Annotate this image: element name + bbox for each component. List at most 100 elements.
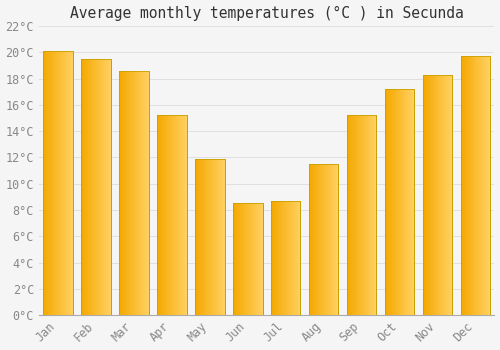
Bar: [279, 201, 280, 315]
Bar: [318, 164, 320, 315]
Bar: [292, 201, 294, 315]
Bar: [93, 59, 94, 315]
Bar: [123, 71, 124, 315]
Bar: [394, 89, 396, 315]
Bar: [402, 89, 404, 315]
Bar: [444, 75, 446, 315]
Bar: [128, 71, 129, 315]
Bar: [462, 56, 464, 315]
Bar: [122, 71, 123, 315]
Bar: [48, 51, 49, 315]
Bar: [157, 116, 186, 315]
Bar: [347, 116, 348, 315]
Bar: [125, 71, 126, 315]
Bar: [81, 59, 110, 315]
Bar: [349, 116, 350, 315]
Bar: [144, 71, 146, 315]
Bar: [280, 201, 281, 315]
Bar: [404, 89, 406, 315]
Bar: [137, 71, 138, 315]
Bar: [243, 203, 244, 315]
Bar: [460, 56, 490, 315]
Bar: [68, 51, 69, 315]
Bar: [218, 159, 220, 315]
Bar: [430, 75, 432, 315]
Bar: [260, 203, 262, 315]
Bar: [157, 116, 158, 315]
Bar: [236, 203, 237, 315]
Bar: [400, 89, 402, 315]
Bar: [96, 59, 97, 315]
Bar: [163, 116, 164, 315]
Bar: [288, 201, 290, 315]
Bar: [472, 56, 474, 315]
Bar: [460, 56, 490, 315]
Bar: [162, 116, 163, 315]
Bar: [366, 116, 368, 315]
Bar: [362, 116, 364, 315]
Bar: [94, 59, 95, 315]
Bar: [98, 59, 99, 315]
Bar: [316, 164, 318, 315]
Bar: [388, 89, 390, 315]
Bar: [70, 51, 72, 315]
Bar: [161, 116, 162, 315]
Bar: [64, 51, 65, 315]
Bar: [50, 51, 51, 315]
Title: Average monthly temperatures (°C ) in Secunda: Average monthly temperatures (°C ) in Se…: [70, 6, 464, 21]
Bar: [170, 116, 171, 315]
Bar: [438, 75, 440, 315]
Bar: [167, 116, 168, 315]
Bar: [244, 203, 246, 315]
Bar: [204, 159, 205, 315]
Bar: [348, 116, 349, 315]
Bar: [83, 59, 84, 315]
Bar: [256, 203, 258, 315]
Bar: [330, 164, 332, 315]
Bar: [178, 116, 180, 315]
Bar: [91, 59, 92, 315]
Bar: [56, 51, 57, 315]
Bar: [396, 89, 398, 315]
Bar: [52, 51, 53, 315]
Bar: [240, 203, 241, 315]
Bar: [450, 75, 452, 315]
Bar: [474, 56, 476, 315]
Bar: [168, 116, 169, 315]
Bar: [422, 75, 452, 315]
Bar: [332, 164, 334, 315]
Bar: [133, 71, 134, 315]
Bar: [124, 71, 125, 315]
Bar: [242, 203, 243, 315]
Bar: [271, 201, 300, 315]
Bar: [326, 164, 328, 315]
Bar: [488, 56, 490, 315]
Bar: [233, 203, 234, 315]
Bar: [470, 56, 472, 315]
Bar: [180, 116, 182, 315]
Bar: [313, 164, 314, 315]
Bar: [398, 89, 400, 315]
Bar: [205, 159, 206, 315]
Bar: [126, 71, 127, 315]
Bar: [157, 116, 186, 315]
Bar: [43, 51, 44, 315]
Bar: [195, 159, 196, 315]
Bar: [422, 75, 452, 315]
Bar: [146, 71, 148, 315]
Bar: [206, 159, 207, 315]
Bar: [212, 159, 214, 315]
Bar: [384, 89, 386, 315]
Bar: [43, 51, 72, 315]
Bar: [386, 89, 388, 315]
Bar: [208, 159, 209, 315]
Bar: [233, 203, 262, 315]
Bar: [277, 201, 278, 315]
Bar: [370, 116, 372, 315]
Bar: [432, 75, 434, 315]
Bar: [278, 201, 279, 315]
Bar: [99, 59, 100, 315]
Bar: [57, 51, 58, 315]
Bar: [138, 71, 139, 315]
Bar: [246, 203, 248, 315]
